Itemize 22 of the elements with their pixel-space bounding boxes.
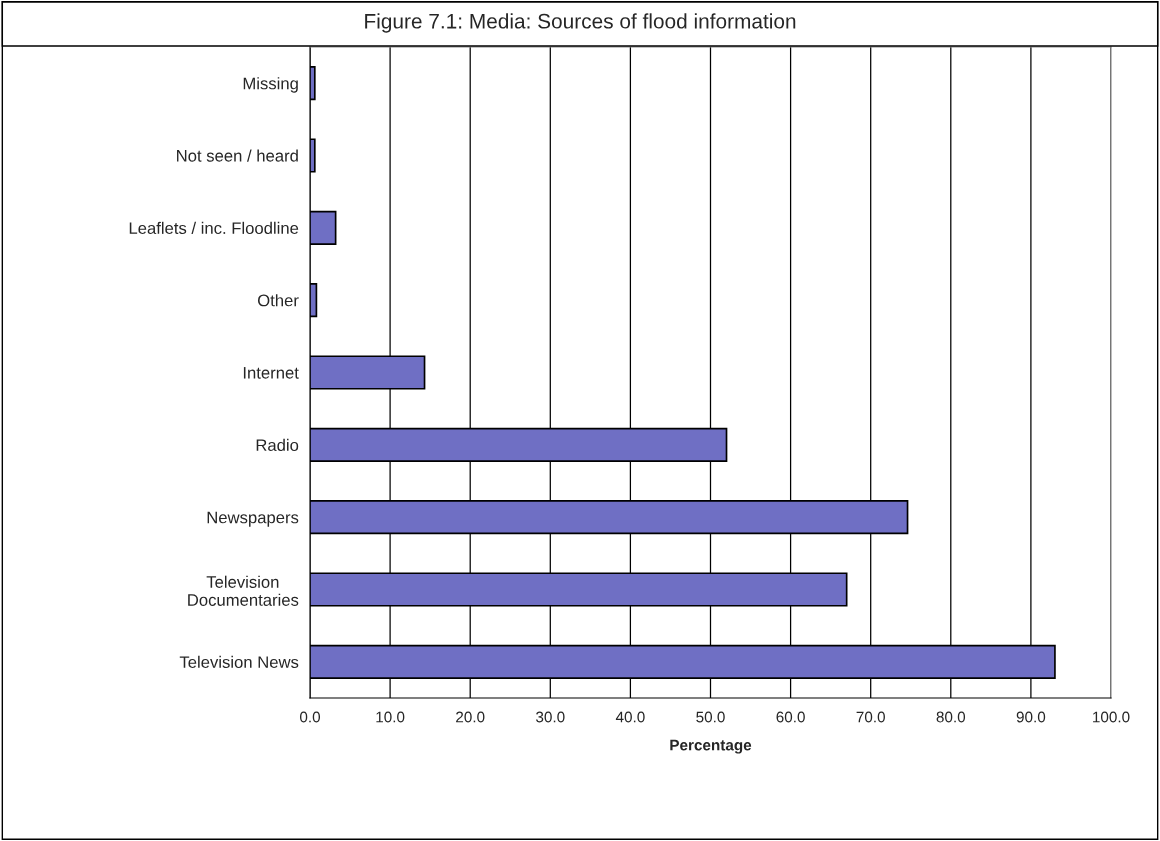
y-tick-label: Radio — [256, 438, 299, 452]
x-tick-label: 100.0 — [1093, 711, 1130, 723]
x-tick-label: 40.0 — [615, 711, 645, 723]
x-tick-label: 30.0 — [536, 711, 565, 723]
y-tick-label: Not seen / heard — [177, 149, 298, 162]
x-tick-label: 0.0 — [299, 711, 321, 723]
x-tick-label: 80.0 — [936, 711, 966, 723]
chart-title: Figure 7.1: Media: Sources of flood information — [365, 13, 796, 33]
y-tick-label: Television Documentaries — [188, 575, 299, 606]
y-tick-label: Missing — [243, 77, 298, 93]
x-tick-label: 70.0 — [856, 711, 885, 723]
y-tick-label: Other — [258, 294, 299, 307]
y-tick-label: Newspapers — [207, 511, 299, 527]
x-tick-label: 90.0 — [1016, 711, 1046, 723]
x-axis-title: Percentage — [670, 739, 752, 754]
y-tick-label: Leaflets / inc. Floodline — [129, 221, 299, 235]
x-tick-label: 20.0 — [456, 711, 485, 723]
y-tick-label: Television News — [179, 655, 299, 669]
x-tick-label: 60.0 — [776, 711, 805, 723]
x-tick-label: 50.0 — [696, 711, 725, 723]
y-tick-label: Internet — [243, 367, 299, 379]
x-tick-label: 10.0 — [376, 711, 405, 723]
